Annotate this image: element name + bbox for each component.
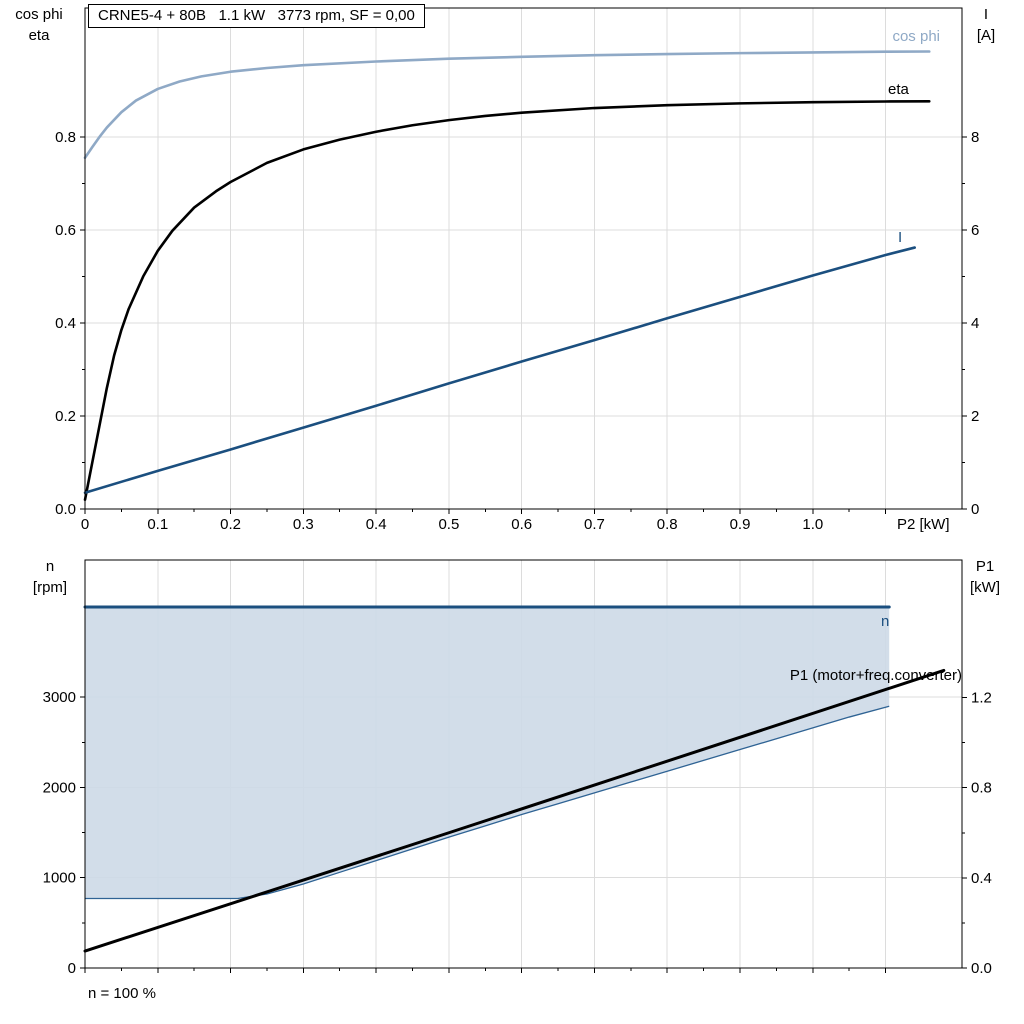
lower-left-axis-title-line2: [rpm] [32,579,68,596]
upper-chart-canvas: 0 0.1 0.2 0.3 0.4 0.5 0.6 0.7 0.8 0.9 1.0 0.0 0.2 0.4… [55,7,979,533]
current-curve-label: I [898,229,903,246]
speed-curve-label: n [881,613,890,630]
svg-text:0.6: 0.6 [55,222,76,239]
svg-text:0.8: 0.8 [971,780,992,797]
svg-text:0.4: 0.4 [971,870,992,887]
lower-left-axis-title: n [rpm] [18,556,82,598]
svg-text:0.1: 0.1 [147,516,168,533]
chart-title-box: CRNE5-4 + 80B 1.1 kW 3773 rpm, SF = 0,00 [88,4,425,28]
svg-text:0.2: 0.2 [55,408,76,425]
upper-right-axis-title-line1: I [983,6,989,23]
p1-curve-label: P1 (motor+freq.converter) [789,667,962,684]
svg-text:0.9: 0.9 [730,516,751,533]
upper-left-axis-title-line2: eta [28,27,50,44]
cos-phi-curve-label: cos phi [892,28,940,45]
svg-text:0.3: 0.3 [293,516,314,533]
svg-text:6: 6 [971,222,979,239]
lower-right-axis-title-line2: [kW] [970,579,1000,596]
svg-text:0.2: 0.2 [220,516,241,533]
svg-text:0.7: 0.7 [584,516,605,533]
svg-text:2000: 2000 [43,779,76,796]
svg-text:0: 0 [971,501,979,518]
svg-text:0: 0 [68,960,76,977]
lower-right-axis-title-line1: P1 [975,558,995,575]
svg-text:0.5: 0.5 [438,516,459,533]
upper-right-axis-title: I [A] [960,4,1012,46]
svg-text:1000: 1000 [43,870,76,887]
svg-text:0.4: 0.4 [366,516,387,533]
upper-left-axis-title: cos phi eta [2,4,76,46]
svg-text:0.0: 0.0 [971,960,992,977]
svg-text:2: 2 [971,408,979,425]
lower-right-axis-title: P1 [kW] [958,556,1012,598]
svg-text:1.0: 1.0 [802,516,823,533]
svg-text:0.8: 0.8 [55,129,76,146]
svg-text:0.4: 0.4 [55,315,76,332]
upper-left-axis-title-line1: cos phi [15,6,63,23]
svg-text:3000: 3000 [43,689,76,706]
svg-text:1.2: 1.2 [971,690,992,707]
upper-right-axis-title-line2: [A] [976,27,996,44]
svg-text:4: 4 [971,315,979,332]
svg-text:8: 8 [971,129,979,146]
speed-footnote: n = 100 % [88,985,156,1002]
lower-left-axis-title-line1: n [45,558,55,575]
lower-chart-canvas: 0 1000 2000 3000 0.0 0.4 0.8 1.2 [43,559,992,977]
x-axis-label: P2 [kW] [897,516,950,533]
svg-text:0.6: 0.6 [511,516,532,533]
svg-text:0.8: 0.8 [657,516,678,533]
svg-text:0: 0 [81,516,89,533]
eta-curve-label: eta [888,81,909,98]
svg-text:0.0: 0.0 [55,501,76,518]
